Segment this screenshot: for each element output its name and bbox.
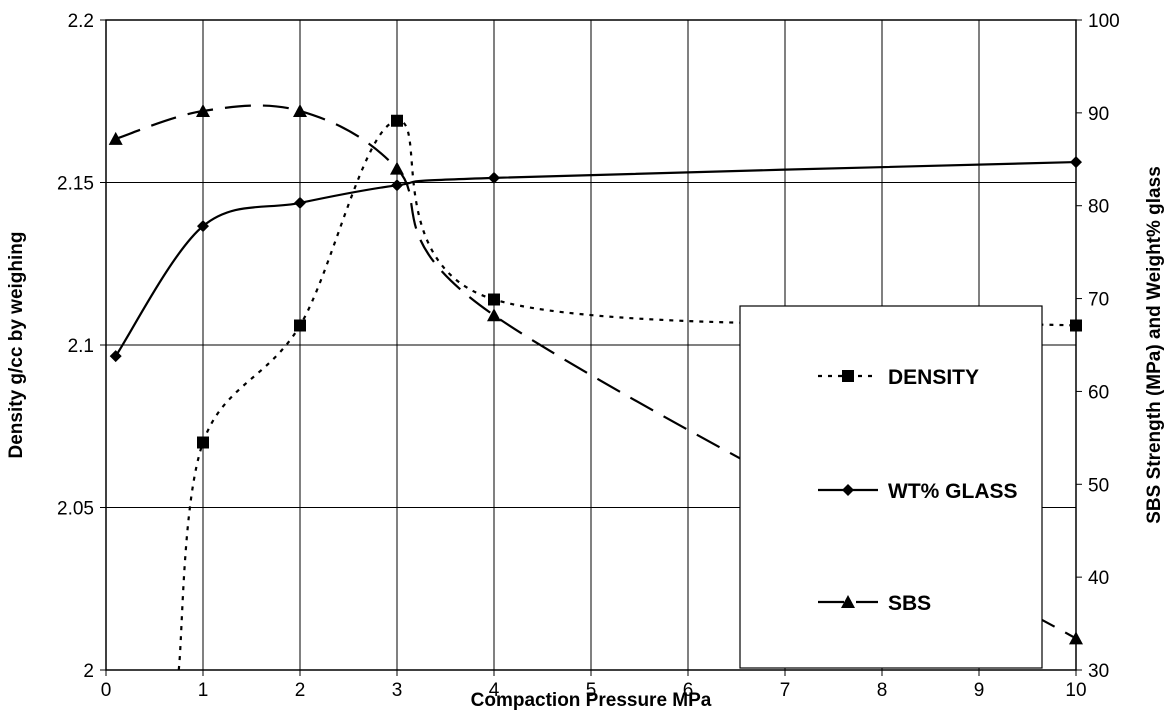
x-tick-label-1: 1 (198, 680, 209, 701)
series-sbs (108, 104, 1083, 645)
x-tick-label-7: 7 (780, 680, 791, 701)
data-point-1-0 (109, 350, 122, 363)
y2-axis-title: SBS Strength (MPa) and Weight% glass (1144, 166, 1165, 524)
x-tick-label-3: 3 (392, 680, 403, 701)
x-tick-label-9: 9 (974, 680, 985, 701)
series-wt-glass (109, 156, 1082, 363)
series-line-2 (115, 104, 1077, 640)
y2-tick-label-6: 90 (1088, 104, 1109, 125)
data-point-0-2 (391, 114, 403, 127)
y-tick-label-0: 2 (83, 661, 94, 682)
y2-tick-label-7: 100 (1088, 11, 1120, 32)
data-point-1-1 (197, 220, 209, 233)
series-line-0 (177, 119, 1077, 671)
data-point-0-3 (488, 293, 500, 306)
legend-box (739, 305, 1043, 669)
data-point-1-3 (391, 179, 403, 192)
x-tick-label-6: 6 (683, 680, 694, 701)
legend-label-2: SBS (888, 592, 931, 615)
data-point-1-4 (488, 171, 500, 184)
y2-tick-label-2: 50 (1088, 475, 1109, 496)
y2-tick-label-1: 40 (1088, 568, 1109, 589)
legend-label-1: WT% GLASS (888, 480, 1018, 503)
y-tick-label-4: 2.2 (68, 11, 94, 32)
series-layer (108, 104, 1083, 671)
y2-tick-label-4: 70 (1088, 290, 1109, 311)
x-tick-label-10: 10 (1065, 680, 1086, 701)
data-point-0-4 (1070, 319, 1082, 332)
data-point-2-1 (196, 104, 210, 117)
x-axis-title: Compaction Pressure MPa (471, 690, 712, 711)
axes: 0 1 2 3 4 5 6 7 8 9 10 2 2.05 2.1 2.15 2.2 30 40 50 60 70 80 9… (57, 11, 1120, 701)
y-tick-label-2: 2.1 (68, 336, 94, 357)
legend: DENSITY WT% GLASS SBS (739, 305, 1043, 669)
data-point-0-1 (294, 319, 306, 332)
x-tick-label-8: 8 (877, 680, 888, 701)
data-point-1-5 (1070, 156, 1082, 169)
y2-tick-label-0: 30 (1088, 661, 1109, 682)
x-tick-label-2: 2 (295, 680, 306, 701)
y-axis-title: Density g/cc by weighing (6, 232, 27, 459)
x-tick-label-4: 4 (489, 680, 500, 701)
data-point-2-0 (108, 131, 123, 145)
series-density (177, 114, 1082, 671)
legend-label-0: DENSITY (888, 366, 979, 389)
x-tick-label-0: 0 (101, 680, 112, 701)
data-point-2-2 (293, 104, 307, 117)
legend-marker-0 (842, 370, 854, 382)
data-point-0-0 (197, 436, 209, 449)
data-point-2-3 (390, 161, 404, 175)
data-point-1-2 (294, 196, 306, 209)
y-tick-label-1: 2.05 (57, 499, 94, 520)
x-tick-label-5: 5 (586, 680, 597, 701)
data-point-2-4 (487, 308, 501, 322)
legend-marker-2 (841, 595, 855, 608)
y-tick-label-3: 2.15 (57, 174, 94, 195)
data-point-2-5 (1069, 631, 1083, 645)
y2-tick-label-5: 80 (1088, 197, 1109, 218)
y2-tick-label-3: 60 (1088, 382, 1109, 403)
legend-marker-1 (842, 484, 854, 496)
